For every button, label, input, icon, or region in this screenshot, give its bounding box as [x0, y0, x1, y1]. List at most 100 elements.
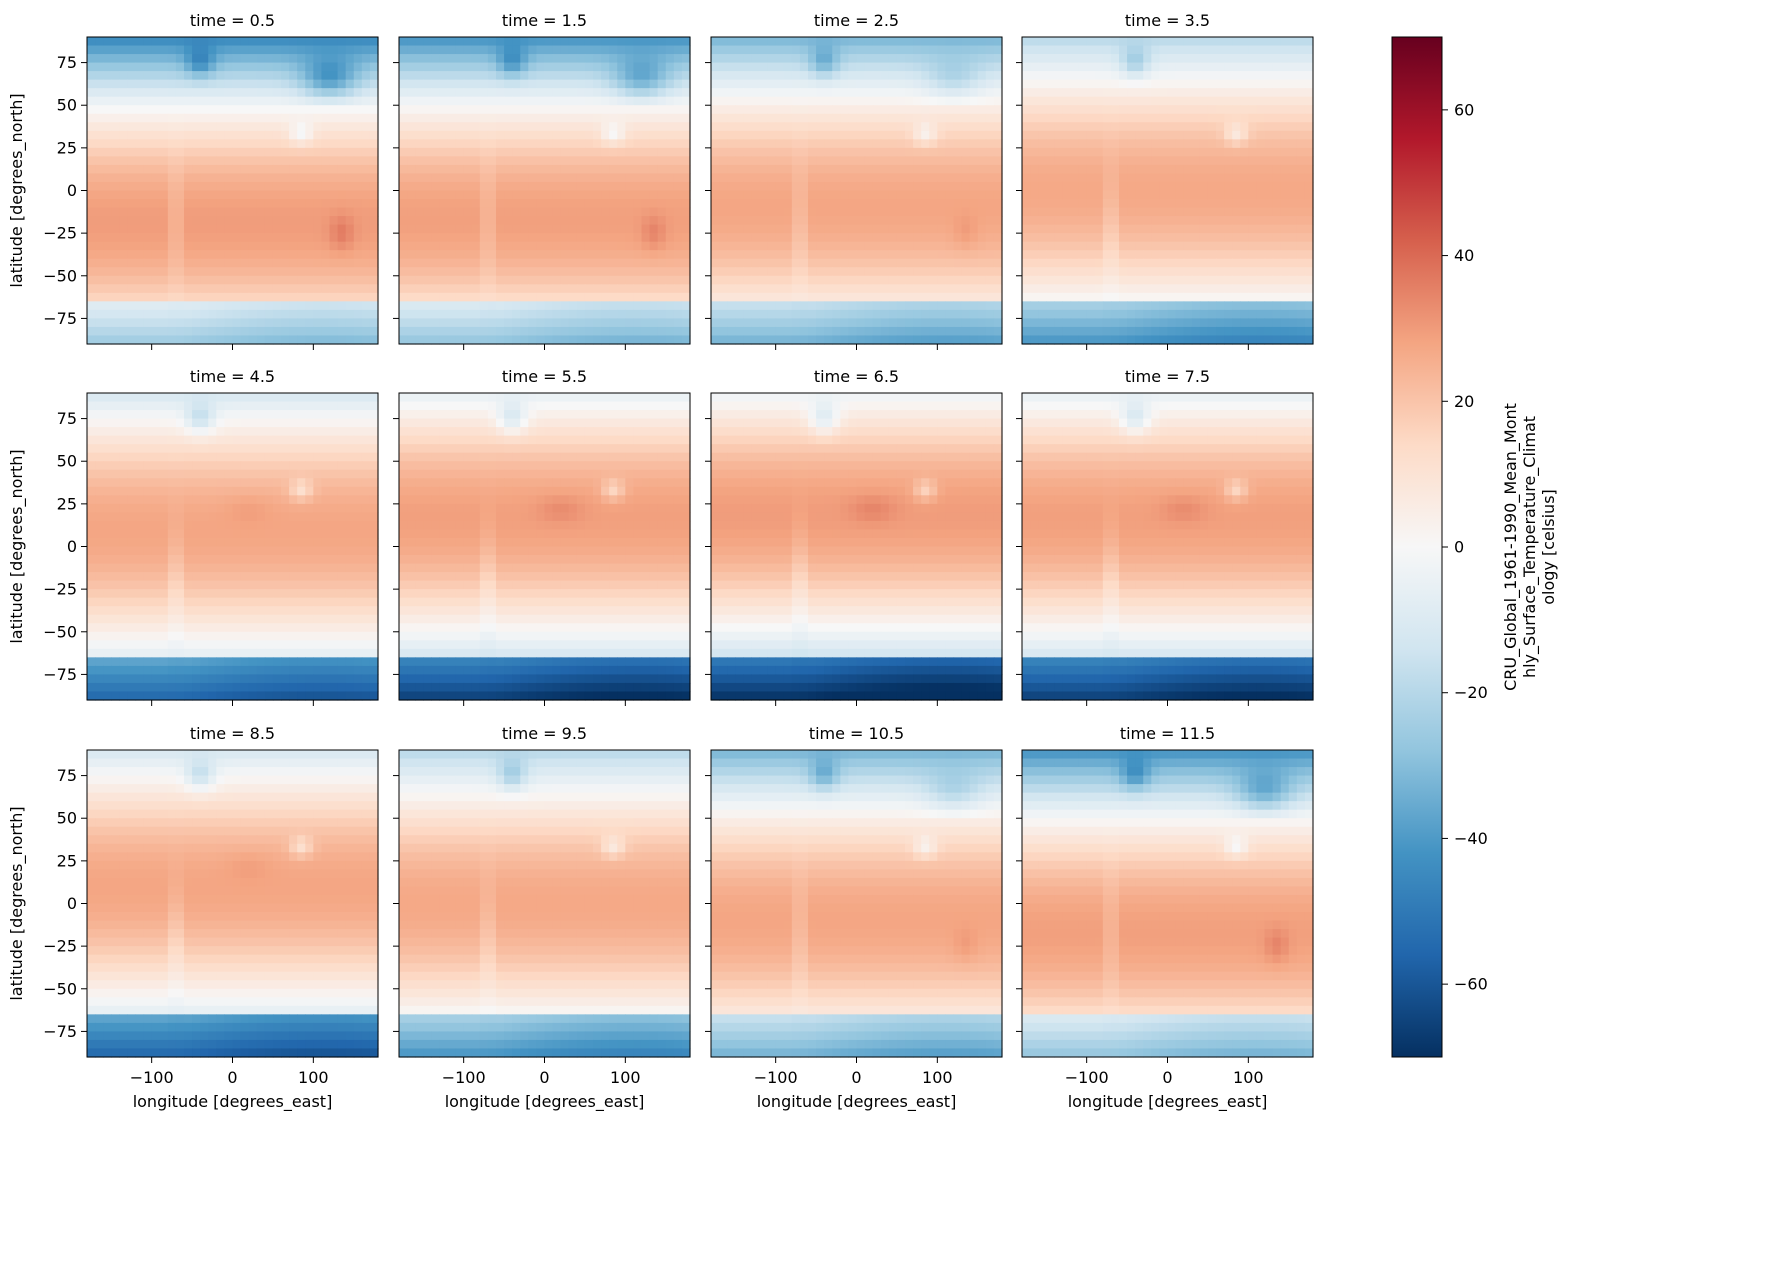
heatmap-cell	[808, 267, 817, 277]
heatmap-cell	[431, 258, 441, 268]
heatmap-cell	[479, 326, 489, 337]
heatmap-cell	[808, 292, 817, 302]
heatmap-cell	[313, 105, 323, 115]
heatmap-cell	[512, 335, 521, 345]
heatmap-cell	[568, 79, 578, 89]
heatmap-cell	[431, 147, 441, 157]
heatmap-cell	[856, 37, 866, 47]
heatmap-cell	[1191, 275, 1201, 285]
heatmap-cell	[520, 173, 529, 183]
heatmap-cell	[544, 139, 554, 149]
heatmap-cell	[415, 267, 424, 277]
heatmap-cell	[584, 335, 594, 345]
heatmap-cell	[625, 156, 635, 166]
heatmap-cell	[609, 309, 618, 320]
heatmap-cell	[649, 37, 659, 47]
heatmap-cell	[735, 122, 744, 132]
heatmap-cell	[735, 62, 744, 72]
heatmap-cell	[1272, 71, 1282, 81]
heatmap-cell	[353, 105, 363, 115]
heatmap-cell	[727, 139, 736, 149]
heatmap-cell	[767, 147, 777, 157]
heatmap-cell	[528, 173, 538, 183]
heatmap-cell	[1110, 199, 1120, 209]
heatmap-cell	[945, 258, 955, 268]
heatmap-cell	[184, 318, 193, 328]
heatmap-cell	[423, 130, 432, 140]
heatmap-cell	[512, 301, 521, 311]
heatmap-cell	[1062, 147, 1072, 157]
heatmap-cell	[711, 164, 720, 175]
heatmap-cell	[119, 173, 129, 183]
heatmap-cell	[87, 164, 96, 175]
heatmap-cell	[471, 164, 481, 175]
heatmap-cell	[192, 250, 201, 260]
heatmap-cell	[544, 164, 554, 175]
heatmap-cell	[1022, 173, 1031, 183]
heatmap-cell	[1272, 199, 1282, 209]
heatmap-cell	[617, 45, 626, 55]
heatmap-cell	[305, 156, 314, 166]
heatmap-cell	[1159, 275, 1169, 285]
heatmap-cell	[127, 250, 137, 260]
heatmap-cell	[993, 62, 1003, 72]
heatmap-cell	[985, 335, 995, 345]
heatmap-cell	[593, 130, 602, 140]
heatmap-cell	[961, 54, 971, 64]
heatmap-cell	[1175, 250, 1185, 260]
heatmap-cell	[248, 96, 258, 106]
heatmap-cell	[536, 267, 546, 277]
heatmap-cell	[840, 45, 850, 55]
heatmap-cell	[681, 105, 691, 115]
heatmap-cell	[528, 54, 538, 64]
heatmap-cell	[560, 241, 570, 251]
heatmap-cell	[512, 318, 521, 328]
heatmap-cell	[1288, 199, 1298, 209]
heatmap-cell	[111, 267, 120, 277]
heatmap-cell	[711, 207, 720, 217]
heatmap-cell	[463, 233, 473, 243]
heatmap-cell	[313, 164, 323, 175]
heatmap-cell	[929, 139, 938, 149]
heatmap-cell	[240, 45, 250, 55]
heatmap-cell	[625, 181, 635, 192]
heatmap-cell	[1240, 37, 1249, 47]
heatmap-cell	[1288, 224, 1298, 234]
heatmap-cell	[487, 301, 497, 311]
heatmap-cell	[415, 113, 424, 123]
heatmap-cell	[593, 284, 602, 294]
heatmap-cell	[1288, 96, 1298, 106]
heatmap-cell	[512, 45, 521, 55]
heatmap-cell	[961, 301, 971, 311]
heatmap-cell	[1272, 54, 1282, 64]
heatmap-cell	[353, 301, 363, 311]
heatmap-cell	[775, 139, 785, 149]
heatmap-cell	[281, 45, 290, 55]
heatmap-cell	[929, 113, 938, 123]
heatmap-cell	[175, 258, 185, 268]
heatmap-cell	[216, 292, 226, 302]
heatmap-cell	[633, 105, 643, 115]
heatmap-cell	[479, 275, 489, 285]
heatmap-cell	[167, 190, 177, 200]
heatmap-cell	[135, 79, 145, 89]
heatmap-cell	[184, 241, 193, 251]
heatmap-cell	[1151, 71, 1161, 81]
heatmap-cell	[281, 258, 290, 268]
heatmap-cell	[305, 326, 314, 337]
heatmap-cell	[880, 79, 890, 89]
heatmap-cell	[872, 301, 882, 311]
heatmap-cell	[767, 54, 777, 64]
heatmap-cell	[224, 224, 234, 234]
heatmap-cell	[208, 147, 217, 157]
heatmap-cell	[1207, 181, 1217, 192]
heatmap-cell	[256, 71, 266, 81]
heatmap-cell	[905, 190, 914, 200]
heatmap-cell	[641, 326, 651, 337]
heatmap-cell	[471, 284, 481, 294]
heatmap-cell	[593, 335, 602, 345]
heatmap-cell	[673, 113, 683, 123]
heatmap-cell	[767, 139, 777, 149]
heatmap-cell	[560, 275, 570, 285]
heatmap-cell	[625, 139, 635, 149]
